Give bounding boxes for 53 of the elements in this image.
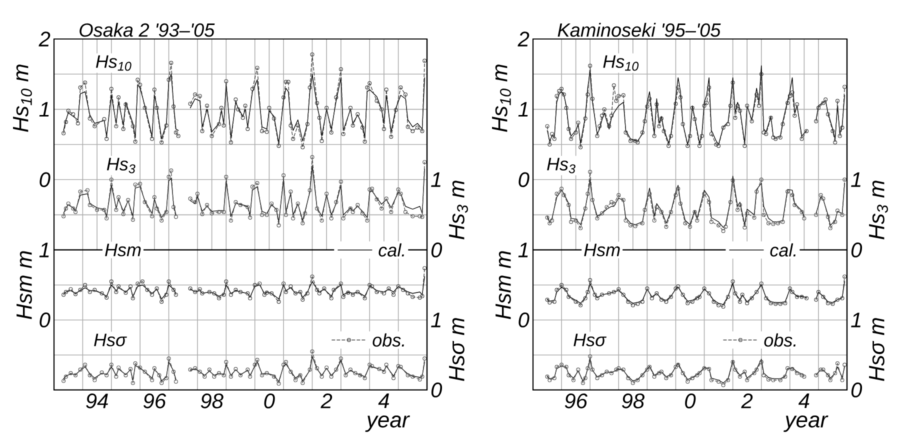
y-tick-label: 1: [39, 102, 49, 117]
y-axis-title: Hs$_{10}$ m: [492, 64, 511, 132]
legend-label: cal.: [378, 243, 404, 257]
annotation: Hs$_{3}$: [547, 158, 576, 174]
x-tick-label: 98: [200, 394, 224, 408]
annotation: Hs$_{3}$: [106, 158, 136, 174]
annotation: Hsm: [105, 244, 141, 256]
x-tick-label: 2: [741, 394, 753, 408]
y2-axis-title: Hs$_{3}$ m: [869, 180, 888, 240]
y2-tick-label: 0: [431, 382, 442, 398]
y-tick-label: 0: [518, 172, 530, 188]
y2-axis-title: Hs$_{3}$ m: [449, 180, 468, 240]
y-tick-label: 1: [518, 242, 528, 258]
y2-tick-label: 1: [431, 172, 440, 187]
x-axis-title: year: [365, 416, 410, 432]
legend-label: obs.: [372, 333, 404, 347]
chart-title: Kaminoseki '95–'05: [558, 22, 721, 37]
annotation: Hs$_{10}$: [603, 55, 639, 71]
y-axis-title: Hsm m: [496, 251, 511, 320]
y-axis-title: Hsm m: [16, 251, 32, 320]
y-tick-label: 0: [40, 172, 50, 188]
y-tick-label: 0: [518, 312, 530, 328]
x-axis-title: year: [784, 416, 828, 432]
annotation: Hsσ: [574, 334, 607, 346]
x-tick-label: 2: [320, 394, 332, 408]
y2-tick-label: 1: [851, 312, 860, 328]
legend-label: cal.: [770, 243, 796, 257]
x-tick-label: 4: [798, 394, 810, 408]
annotation: Hsσ: [94, 334, 127, 346]
x-tick-label: 0: [264, 394, 275, 408]
x-tick-label: 0: [685, 394, 696, 408]
x-tick-label: 96: [143, 394, 166, 408]
y2-axis-title: Hsσ m: [449, 318, 464, 382]
y2-tick-label: 0: [431, 242, 442, 258]
y-axis-title: Hs$_{10}$ m: [13, 64, 32, 132]
y-tick-label: 2: [38, 32, 50, 46]
x-tick-label: 94: [86, 394, 108, 408]
x-tick-label: 4: [378, 394, 390, 408]
y2-tick-label: 1: [851, 172, 860, 187]
y-tick-label: 1: [518, 102, 528, 117]
annotation: Hs$_{10}$: [96, 55, 132, 71]
x-tick-label: 98: [622, 394, 644, 408]
y2-axis-title: Hsσ m: [869, 318, 884, 382]
y-tick-label: 0: [40, 312, 50, 328]
y2-tick-label: 1: [431, 312, 440, 328]
y-tick-label: 1: [39, 242, 49, 258]
y2-tick-label: 0: [851, 382, 862, 398]
x-tick-label: 96: [564, 394, 588, 408]
legend-label: obs.: [764, 333, 796, 347]
chart-title: Osaka 2 '93–'05: [80, 22, 215, 37]
annotation: Hsm: [584, 244, 620, 256]
y2-tick-label: 0: [851, 242, 862, 258]
y-tick-label: 2: [518, 32, 530, 46]
